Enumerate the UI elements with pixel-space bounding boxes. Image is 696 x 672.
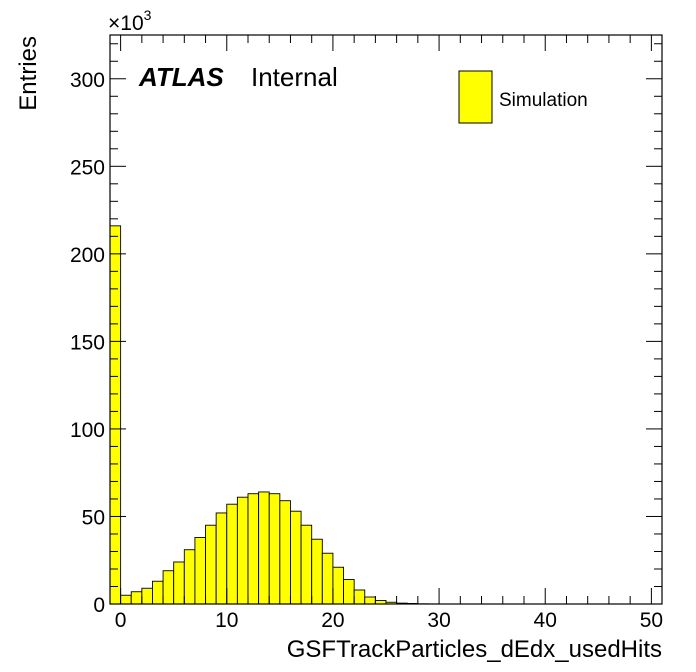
histogram-bar [258, 491, 270, 605]
legend-label: Simulation [499, 90, 588, 111]
histogram-bar [247, 493, 260, 605]
x-tick-label: 50 [640, 609, 663, 632]
histogram-bar [236, 496, 249, 605]
histogram-bar [353, 589, 366, 605]
axis-tick-labels: 0 10 20 30 40 50 0 50 100 150 200 250 300 [70, 69, 663, 632]
histogram-bar [300, 524, 313, 605]
histogram-bar [343, 579, 355, 605]
histogram-bar [173, 561, 185, 605]
histogram-bar [268, 493, 281, 605]
histogram-bar [205, 524, 217, 605]
histogram-bar [120, 594, 132, 605]
histogram-bar [162, 570, 175, 605]
axis-ticks [110, 35, 662, 605]
histogram-bar [194, 537, 206, 605]
histogram-bar [215, 512, 228, 605]
y-tick-label: 150 [70, 331, 105, 354]
histogram-bar [152, 580, 164, 605]
y-tick-label: 50 [82, 506, 105, 529]
histogram-bar [226, 503, 238, 605]
y-multiplier-base: ×10 [108, 12, 144, 35]
x-tick-label: 0 [115, 609, 127, 632]
legend-swatch [458, 70, 493, 124]
histogram-bar [332, 566, 344, 605]
histogram-bar [183, 549, 196, 605]
x-tick-label: 20 [321, 609, 344, 632]
x-axis-title: GSFTrackParticles_dEdx_usedHits [287, 636, 662, 663]
histogram-bar [109, 225, 122, 605]
plot-frame [109, 34, 663, 605]
atlas-label: ATLAS [138, 62, 224, 92]
y-tick-label: 0 [93, 594, 105, 617]
histogram-bar [364, 596, 376, 605]
histogram-bar [321, 552, 334, 605]
y-axis-title: Entries [15, 36, 42, 111]
histogram-bar [130, 591, 143, 605]
x-tick-label: 30 [427, 609, 450, 632]
x-tick-label: 10 [215, 609, 238, 632]
x-tick-label: 40 [534, 609, 557, 632]
y-multiplier-exponent: 3 [144, 7, 152, 23]
y-tick-label: 300 [70, 69, 105, 92]
histogram-bar [290, 510, 302, 605]
histogram-bar [141, 587, 153, 605]
y-tick-label: 100 [70, 419, 105, 442]
y-multiplier: ×103 [108, 7, 152, 35]
internal-label: Internal [251, 62, 338, 92]
histogram-bar [279, 500, 291, 605]
histogram-bar [311, 538, 323, 605]
y-tick-label: 250 [70, 156, 105, 179]
y-tick-label: 200 [70, 244, 105, 267]
